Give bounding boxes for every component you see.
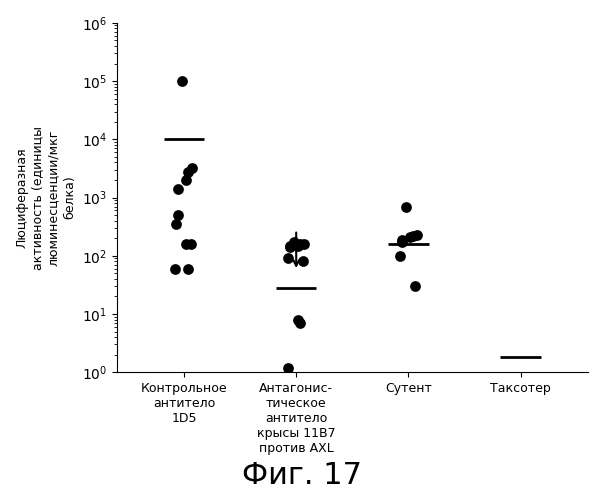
Point	[402, 202, 411, 210]
Point	[171, 220, 181, 228]
Point	[397, 238, 407, 246]
Point	[183, 168, 193, 176]
Point	[405, 233, 415, 241]
Point	[173, 211, 183, 219]
Point	[285, 244, 295, 252]
Point	[285, 242, 295, 250]
Point	[410, 282, 420, 290]
Point	[293, 242, 303, 250]
Point	[188, 164, 197, 172]
Point	[283, 364, 292, 372]
Point	[397, 236, 407, 244]
Point	[408, 232, 417, 240]
Point	[171, 264, 180, 272]
Point	[173, 185, 183, 193]
Point	[183, 264, 192, 272]
Point	[293, 316, 303, 324]
Text: Фиг. 17: Фиг. 17	[241, 461, 362, 490]
Point	[283, 254, 293, 262]
Point	[298, 258, 308, 266]
Point	[181, 176, 191, 184]
Point	[396, 252, 405, 260]
Point	[295, 319, 305, 327]
Point	[177, 77, 186, 85]
Point	[295, 240, 305, 248]
Point	[412, 230, 421, 238]
Point	[300, 240, 309, 248]
Point	[289, 238, 298, 246]
Y-axis label: Люциферазная
активность (единицы
люминесценции/мкг
белка): Люциферазная активность (единицы люминес…	[15, 126, 76, 270]
Point	[186, 240, 195, 248]
Point	[181, 240, 191, 248]
